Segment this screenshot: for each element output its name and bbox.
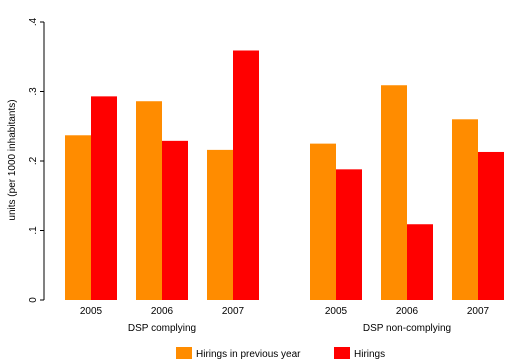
bar-hirings [478,151,504,300]
x-category-label: 2005 [325,306,348,317]
x-category-label: 2006 [396,306,419,317]
bars [65,50,504,301]
y-axis-title: units (per 1000 inhabitants) [7,99,18,220]
legend-label: Hirings in previous year [196,349,301,360]
y-tick-label: .1 [28,226,39,235]
legend-label: Hirings [354,349,385,360]
x-category-label: 2007 [222,306,245,317]
bar-hirings-previous-year [207,149,233,300]
legend: Hirings in previous year Hirings [176,347,385,360]
x-category-label: 2007 [467,306,490,317]
y-tick-label: .2 [28,156,39,165]
bar-hirings [336,169,362,300]
y-tick-label: .3 [28,87,39,96]
x-category-label: 2006 [151,306,174,317]
y-axis: 0 .1 .2 .3 .4 [28,17,45,303]
bar-hirings-previous-year [310,143,336,300]
bar-hirings [407,224,433,300]
legend-swatch [176,347,192,359]
y-tick-label: 0 [28,297,39,303]
x-category-label: 2005 [80,306,103,317]
bar-hirings-previous-year [381,85,407,301]
x-axis-labels: 2005 2006 2007 DSP complying 2005 2006 2007 DSP… [80,306,490,334]
x-group-label: DSP complying [128,323,196,334]
legend-swatch [334,347,350,359]
bar-hirings-previous-year [452,119,478,300]
y-tick-label: .4 [28,17,39,26]
bar-hirings-previous-year [136,101,162,300]
bar-hirings [162,140,188,300]
bar-hirings [91,96,117,301]
bar-hirings-previous-year [65,135,91,300]
bar-hirings [233,50,259,301]
x-group-label: DSP non-complying [363,323,451,334]
